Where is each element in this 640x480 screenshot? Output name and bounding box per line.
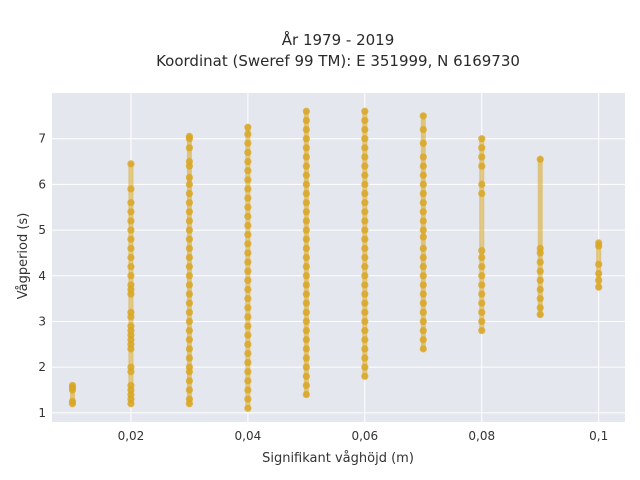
y-axis-label: Vågperiod (s)	[16, 213, 31, 300]
x-axis-label: Signifikant våghöjd (m)	[262, 451, 414, 466]
x-tick-label: 0,02	[118, 429, 145, 443]
x-tick-label: 0,08	[468, 429, 495, 443]
chart-title-line-1: År 1979 - 2019	[282, 30, 395, 49]
data-points	[68, 107, 603, 412]
y-tick-label: 4	[38, 269, 46, 283]
y-tick-label: 5	[38, 223, 46, 237]
y-tick-label: 1	[38, 406, 46, 420]
y-tick-label: 6	[38, 177, 46, 191]
x-tick-label: 0,04	[235, 429, 262, 443]
y-axis-ticks: 1 2 3 4 5 6 7	[38, 132, 46, 420]
y-tick-label: 2	[38, 360, 46, 374]
y-tick-label: 3	[38, 314, 46, 328]
y-tick-label: 7	[38, 132, 46, 146]
x-tick-label: 0,06	[351, 429, 378, 443]
x-axis-ticks: 0,02 0,04 0,06 0,08 0,1	[118, 429, 609, 443]
x-tick-label: 0,1	[589, 429, 608, 443]
chart-title-line-2: Koordinat (Sweref 99 TM): E 351999, N 61…	[156, 52, 520, 70]
